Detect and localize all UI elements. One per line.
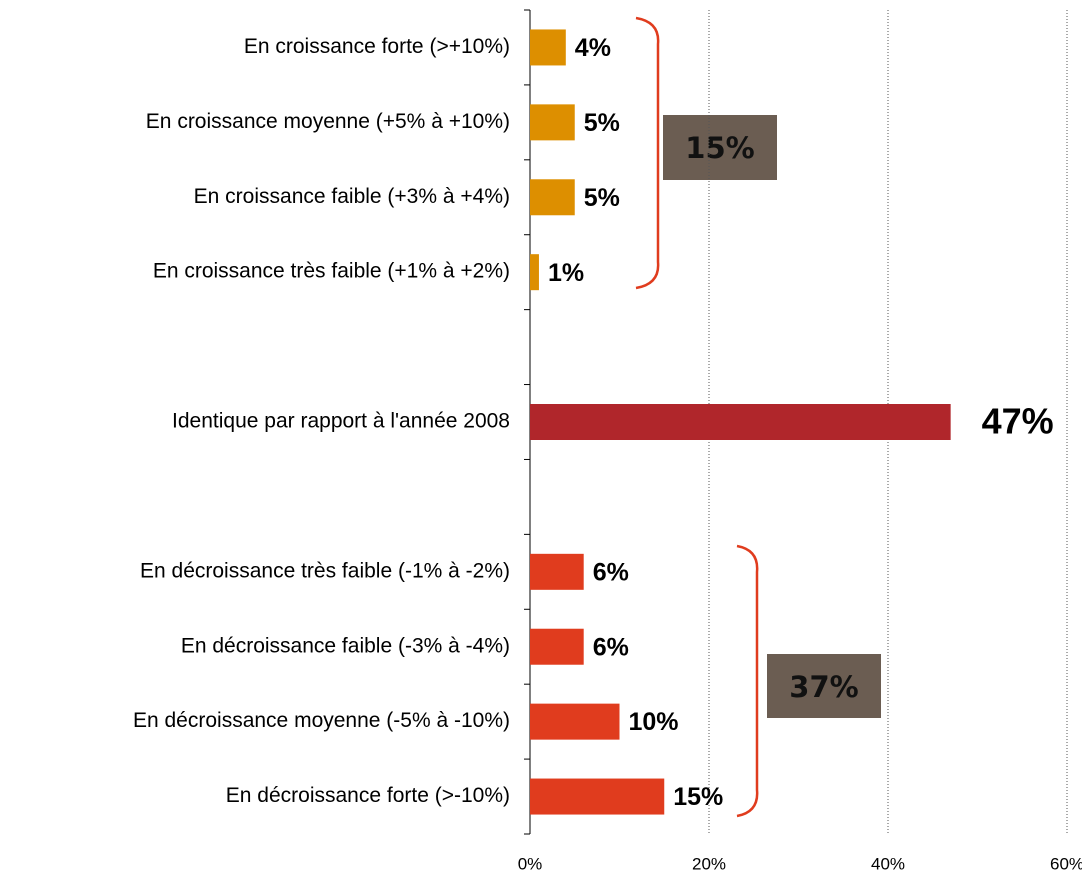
y-tick-label: En décroissance faible (-3% à -4%) bbox=[181, 634, 510, 657]
value-label: 1% bbox=[548, 259, 584, 287]
bracket bbox=[635, 16, 660, 290]
y-tick-label: En croissance forte (>+10%) bbox=[244, 35, 510, 58]
value-label: 6% bbox=[593, 558, 629, 586]
value-label: 5% bbox=[584, 184, 620, 212]
value-label: 15% bbox=[673, 783, 723, 811]
value-label: 5% bbox=[584, 109, 620, 137]
y-tick-label: En décroissance forte (>-10%) bbox=[226, 784, 510, 807]
y-tick-label: En croissance moyenne (+5% à +10%) bbox=[146, 110, 510, 133]
y-tick-label: En croissance faible (+3% à +4%) bbox=[194, 185, 510, 208]
bar bbox=[530, 254, 539, 291]
bracket bbox=[736, 544, 759, 818]
group-box bbox=[663, 115, 777, 180]
y-tick-label: Identique par rapport à l'année 2008 bbox=[172, 410, 510, 433]
y-tick-label: En croissance très faible (+1% à +2%) bbox=[153, 260, 510, 283]
value-label: 4% bbox=[575, 34, 611, 62]
bar bbox=[530, 553, 584, 590]
value-label: 6% bbox=[593, 633, 629, 661]
bar bbox=[530, 404, 951, 440]
x-tick-label: 20% bbox=[692, 854, 726, 873]
x-tick-label: 60% bbox=[1050, 854, 1082, 873]
y-tick-label: En décroissance moyenne (-5% à -10%) bbox=[133, 709, 510, 732]
x-tick-label: 40% bbox=[871, 854, 905, 873]
bar bbox=[530, 703, 620, 740]
bar bbox=[530, 179, 575, 216]
bar bbox=[530, 778, 665, 815]
bar bbox=[530, 104, 575, 141]
value-label: 47% bbox=[982, 401, 1054, 442]
group-label: 37% bbox=[789, 670, 858, 704]
bar bbox=[530, 29, 566, 66]
bar bbox=[530, 628, 584, 665]
value-label: 10% bbox=[629, 708, 679, 736]
x-tick-label: 0% bbox=[518, 854, 543, 873]
group-label: 15% bbox=[685, 131, 754, 165]
group-box bbox=[767, 654, 881, 718]
y-tick-label: En décroissance très faible (-1% à -2%) bbox=[140, 559, 510, 582]
